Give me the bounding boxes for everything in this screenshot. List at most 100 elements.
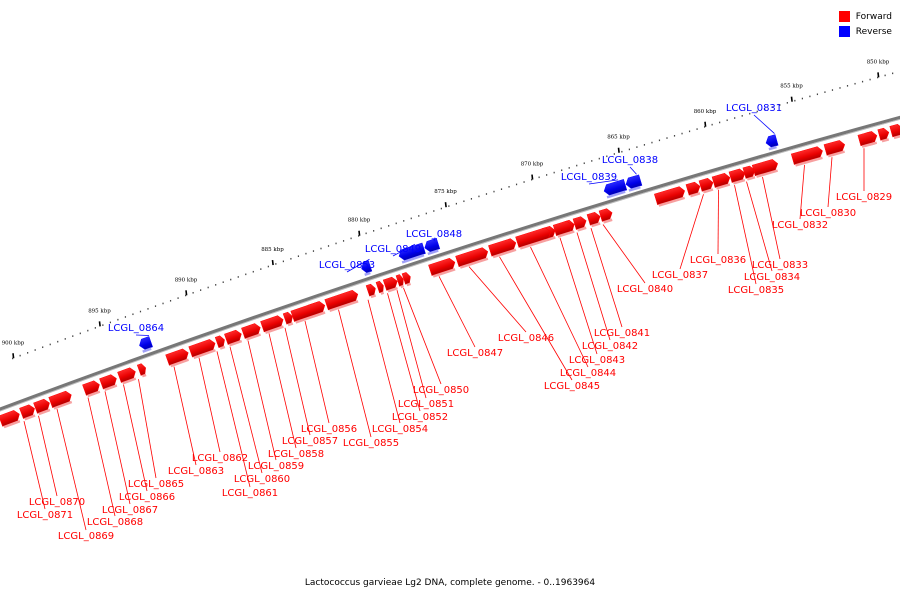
gene-LCGL_0831[interactable] xyxy=(765,134,779,151)
gene-LCGL_0841[interactable] xyxy=(586,211,602,228)
gene-label-LCGL_0835[interactable]: LCGL_0835 xyxy=(728,285,784,296)
gene-LCGL_0870[interactable] xyxy=(33,398,53,416)
gene-LCGL_0850[interactable] xyxy=(401,272,413,287)
scale-minor-tick xyxy=(12,357,14,360)
gene-label-LCGL_0869[interactable]: LCGL_0869 xyxy=(58,531,114,542)
gene-LCGL_0830[interactable] xyxy=(823,139,847,158)
gene-label-LCGL_0842[interactable]: LCGL_0842 xyxy=(582,341,638,352)
gene-label-LCGL_0853[interactable]: LCGL_0853 xyxy=(319,260,375,271)
gene-label-LCGL_0839[interactable]: LCGL_0839 xyxy=(561,172,617,183)
gene-label-LCGL_0833[interactable]: LCGL_0833 xyxy=(752,260,808,271)
gene-LCGL_0848[interactable] xyxy=(423,237,441,256)
gene-label-LCGL_0845[interactable]: LCGL_0845 xyxy=(544,381,600,392)
gene-label-LCGL_0830[interactable]: LCGL_0830 xyxy=(800,208,856,219)
gene-LCGL_0863[interactable] xyxy=(165,348,191,368)
gene-label-LCGL_0841[interactable]: LCGL_0841 xyxy=(594,328,650,339)
gene-label-LCGL_0868[interactable]: LCGL_0868 xyxy=(87,517,143,528)
gene-label-LCGL_0857[interactable]: LCGL_0857 xyxy=(282,436,338,447)
gene-LCGL_0862[interactable] xyxy=(188,338,218,360)
gene-LCGL_0854[interactable] xyxy=(365,283,378,299)
gene-LCGL_0832[interactable] xyxy=(790,146,825,167)
gene-LCGL_0843[interactable] xyxy=(552,220,574,238)
gene-block[interactable] xyxy=(877,127,891,143)
gene-LCGL_0838[interactable] xyxy=(624,174,643,192)
gene-LCGL_0859[interactable] xyxy=(241,322,262,341)
gene-LCGL_0844[interactable] xyxy=(515,226,553,250)
gene-label-LCGL_0850[interactable]: LCGL_0850 xyxy=(413,385,469,396)
gene-LCGL_0851[interactable] xyxy=(395,274,406,289)
gene-LCGL_0867[interactable] xyxy=(99,373,120,392)
gene-LCGL_0855[interactable] xyxy=(324,289,361,313)
gene-label-LCGL_0829[interactable]: LCGL_0829 xyxy=(836,192,892,203)
gene-label-LCGL_0837[interactable]: LCGL_0837 xyxy=(652,270,708,281)
gene-block[interactable] xyxy=(654,186,687,208)
gene-label-LCGL_0861[interactable]: LCGL_0861 xyxy=(222,488,278,499)
gene-block[interactable] xyxy=(889,123,900,140)
gene-LCGL_0842[interactable] xyxy=(572,215,588,232)
gene-LCGL_0847[interactable] xyxy=(428,257,457,278)
gene-LCGL_0834[interactable] xyxy=(742,165,757,181)
gene-LCGL_0852[interactable] xyxy=(382,276,400,293)
gene-label-LCGL_0831[interactable]: LCGL_0831 xyxy=(726,103,782,114)
gene-LCGL_0865[interactable] xyxy=(136,363,148,378)
gene-label-LCGL_0848[interactable]: LCGL_0848 xyxy=(406,229,462,240)
gene-label-LCGL_0862[interactable]: LCGL_0862 xyxy=(192,453,248,464)
gene-label-LCGL_0864[interactable]: LCGL_0864 xyxy=(108,323,164,334)
gene-LCGL_0845[interactable] xyxy=(488,237,518,259)
gene-label-LCGL_0866[interactable]: LCGL_0866 xyxy=(119,492,175,503)
gene-label-LCGL_0863[interactable]: LCGL_0863 xyxy=(168,466,224,477)
gene-LCGL_0839[interactable] xyxy=(603,179,628,199)
gene-label-LCGL_0834[interactable]: LCGL_0834 xyxy=(744,272,800,283)
gene-LCGL_0857[interactable] xyxy=(282,311,295,327)
gene-label-LCGL_0846[interactable]: LCGL_0846 xyxy=(498,333,554,344)
gene-block[interactable] xyxy=(0,409,22,429)
gene-leader-line xyxy=(559,237,598,355)
gene-label-LCGL_0858[interactable]: LCGL_0858 xyxy=(268,449,324,460)
gene-label-LCGL_0844[interactable]: LCGL_0844 xyxy=(560,368,616,379)
gene-LCGL_0869[interactable] xyxy=(48,390,74,410)
gene-label-LCGL_0860[interactable]: LCGL_0860 xyxy=(234,474,290,485)
gene-label-LCGL_0847[interactable]: LCGL_0847 xyxy=(447,348,503,359)
gene-LCGL_0849[interactable] xyxy=(397,242,426,264)
gene-LCGL_0829[interactable] xyxy=(857,131,877,148)
gene-label-LCGL_0832[interactable]: LCGL_0832 xyxy=(772,220,828,231)
gene-block[interactable] xyxy=(685,181,702,198)
gene-LCGL_0871[interactable] xyxy=(19,403,38,421)
gene-label-LCGL_0856[interactable]: LCGL_0856 xyxy=(301,424,357,435)
gene-LCGL_0833[interactable] xyxy=(751,158,780,178)
scale-minor-tick xyxy=(388,225,390,227)
gene-label-LCGL_0843[interactable]: LCGL_0843 xyxy=(569,355,625,366)
gene-LCGL_0846[interactable] xyxy=(455,246,491,269)
gene-label-LCGL_0859[interactable]: LCGL_0859 xyxy=(248,461,304,472)
gene-LCGL_0861[interactable] xyxy=(214,335,227,350)
gene-label-LCGL_0851[interactable]: LCGL_0851 xyxy=(398,399,454,410)
gene-label-LCGL_0849[interactable]: LCGL_0849 xyxy=(365,244,421,255)
gene-LCGL_0858[interactable] xyxy=(260,314,286,334)
tick-label: 895 kbp xyxy=(88,308,111,314)
gene-LCGL_0860[interactable] xyxy=(224,329,244,347)
gene-label-LCGL_0865[interactable]: LCGL_0865 xyxy=(128,479,184,490)
gene-label-LCGL_0840[interactable]: LCGL_0840 xyxy=(617,284,673,295)
gene-label-LCGL_0852[interactable]: LCGL_0852 xyxy=(392,412,448,423)
gene-LCGL_0837[interactable] xyxy=(698,177,715,194)
tick-895: 895 kbp xyxy=(88,308,111,327)
scale-minor-tick xyxy=(591,160,593,162)
gene-LCGL_0835[interactable] xyxy=(728,168,747,185)
gene-label-LCGL_0838[interactable]: LCGL_0838 xyxy=(602,155,658,166)
gene-LCGL_0866[interactable] xyxy=(117,366,139,385)
gene-label-LCGL_0867[interactable]: LCGL_0867 xyxy=(102,505,158,516)
gene-label-LCGL_0871[interactable]: LCGL_0871 xyxy=(17,510,73,521)
gene-LCGL_0840[interactable] xyxy=(598,207,614,224)
gene-LCGL_0856[interactable] xyxy=(290,300,328,324)
gene-label-LCGL_0855[interactable]: LCGL_0855 xyxy=(343,438,399,449)
gene-LCGL_0864[interactable] xyxy=(138,336,154,353)
gene-label-LCGL_0870[interactable]: LCGL_0870 xyxy=(29,497,85,508)
gene-LCGL_0853[interactable] xyxy=(360,260,373,277)
gene-label-LCGL_0836[interactable]: LCGL_0836 xyxy=(690,255,746,266)
scale-minor-tick xyxy=(237,276,239,278)
gene-LCGL_0868[interactable] xyxy=(82,379,103,398)
tick-890: 890 kbp xyxy=(175,277,198,296)
gene-label-LCGL_0854[interactable]: LCGL_0854 xyxy=(372,424,428,435)
gene-block[interactable] xyxy=(375,280,386,295)
gene-LCGL_0836[interactable] xyxy=(711,172,732,190)
